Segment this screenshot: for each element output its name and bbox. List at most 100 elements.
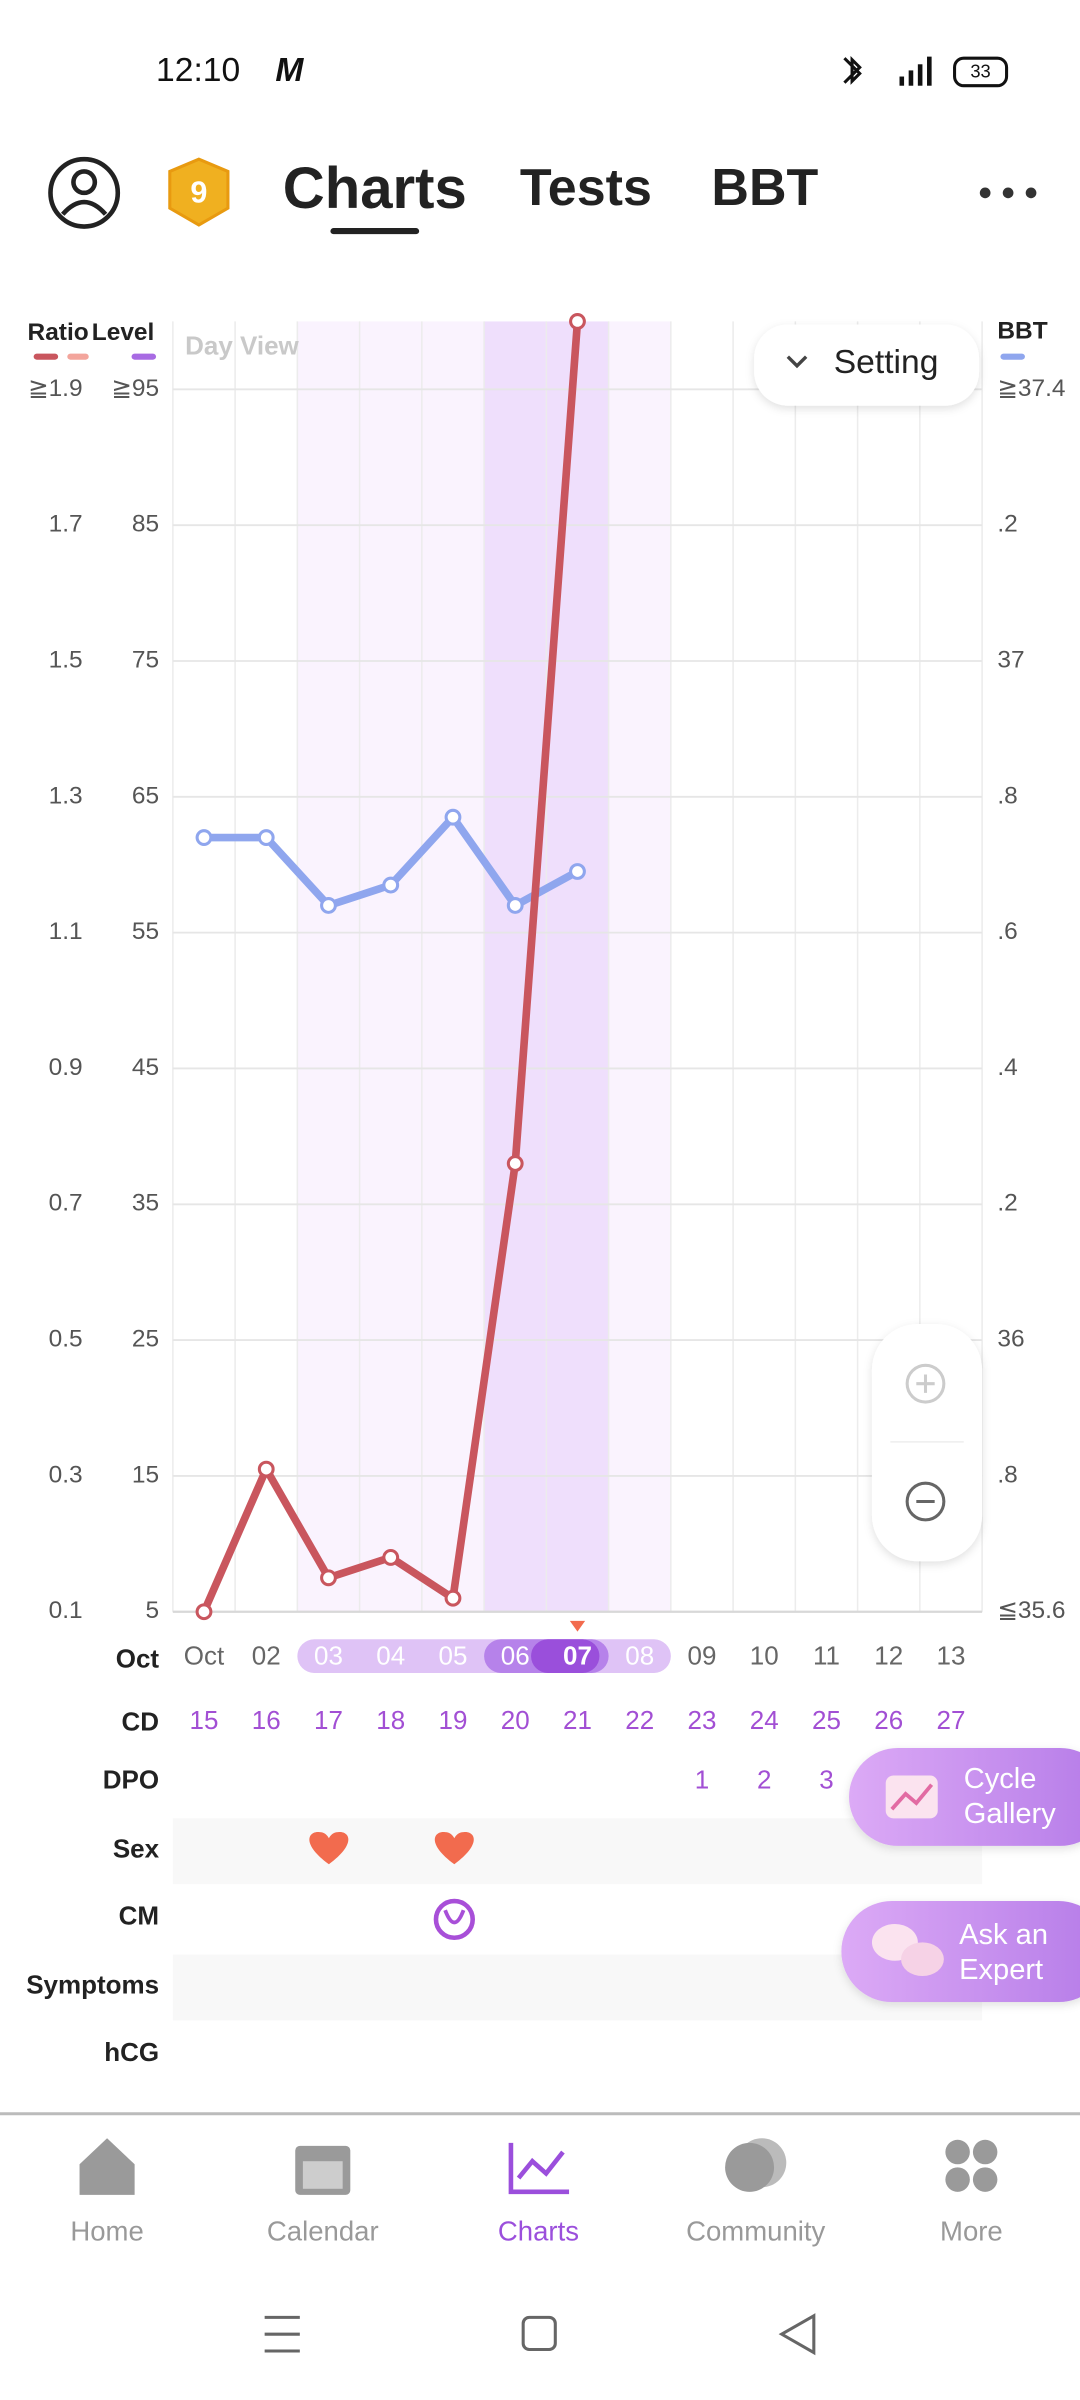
x-tick-label: Oct: [184, 1641, 225, 1671]
dpo-day: 1: [695, 1765, 709, 1795]
cycle-day: 22: [625, 1705, 654, 1735]
nav-community[interactable]: Community: [686, 2138, 826, 2246]
y-tick-label: 36: [997, 1326, 1024, 1353]
view-label: Day View: [185, 330, 299, 360]
x-tick-label: 13: [937, 1641, 966, 1671]
y-tick-label: 0.7: [49, 1190, 83, 1217]
row-label: CM: [119, 1901, 159, 1931]
date-pill: [531, 1639, 600, 1673]
y-tick-label: .2: [997, 1190, 1017, 1217]
setting-label: Setting: [834, 344, 939, 381]
nav-label: More: [940, 2215, 1003, 2246]
sex-icon: [434, 1832, 474, 1865]
row-label: Oct: [116, 1644, 160, 1674]
cycle-day: 27: [937, 1705, 966, 1735]
ask-expert-button[interactable]: Ask an Expert: [841, 1901, 1080, 2003]
plot-area: [172, 313, 983, 1621]
sex-icon: [309, 1832, 349, 1865]
nav-calendar[interactable]: Calendar: [267, 2145, 379, 2247]
data-point: [444, 1589, 462, 1607]
tab-bbt[interactable]: BBT: [711, 159, 818, 217]
x-tick-label: 10: [750, 1641, 779, 1671]
y-tick-label: 25: [132, 1326, 159, 1353]
data-point: [195, 829, 213, 846]
x-tick-label: 05: [439, 1641, 468, 1671]
ratio-axis-title: Ratio: [28, 319, 89, 346]
y-tick-label: .2: [997, 511, 1017, 538]
day-rows: Oct 02 03 04 05 06 07 08 09 10 11 12 13OctCDDPOSexCM…: [26, 1620, 966, 2067]
nav-charts[interactable]: Charts: [498, 2142, 579, 2247]
row-label: Sex: [113, 1833, 160, 1863]
tab-charts[interactable]: Charts: [283, 156, 467, 221]
x-tick-label: 08: [625, 1641, 654, 1671]
status-icon: M: [275, 52, 304, 89]
today-marker: [569, 1620, 586, 1632]
cm-icon: [433, 1898, 475, 1941]
y-tick-label: .8: [997, 1461, 1017, 1488]
nav-more[interactable]: More: [940, 2139, 1003, 2247]
nav-home[interactable]: Home: [70, 2138, 144, 2246]
cycle-gallery-button[interactable]: Cycle Gallery: [849, 1747, 1080, 1846]
cycle-day: 16: [252, 1705, 281, 1735]
cycle-day: 25: [812, 1705, 841, 1735]
cycle-day: 15: [190, 1705, 219, 1735]
data-point: [320, 1569, 337, 1587]
x-tick-label: 12: [874, 1641, 903, 1671]
cycle-day: 23: [688, 1705, 717, 1735]
data-point: [195, 1603, 213, 1621]
battery-icon: [953, 56, 1009, 88]
dpo-day: 2: [757, 1765, 771, 1795]
y-tick-label: 0.1: [49, 1597, 83, 1624]
y-tick-label: 37: [997, 646, 1024, 673]
y-tick-label: 65: [132, 782, 159, 809]
nav-label: Community: [686, 2215, 825, 2246]
x-tick-label: 11: [813, 1641, 840, 1671]
signal-icon: [899, 56, 932, 86]
level-badge-number: 9: [190, 175, 207, 209]
y-tick-label: .4: [997, 1054, 1017, 1081]
y-tick-label: 0.9: [49, 1054, 83, 1081]
dpo-day: 3: [819, 1765, 833, 1795]
y-tick-label: ≧95: [111, 375, 159, 402]
setting-button[interactable]: Setting: [754, 324, 980, 406]
y-tick-label: 45: [132, 1054, 159, 1081]
cycle-day: 17: [314, 1705, 343, 1735]
bbt-axis-title: BBT: [997, 318, 1047, 345]
x-tick-label: 02: [252, 1641, 281, 1671]
x-tick-label: 04: [376, 1641, 405, 1671]
day-band: [297, 321, 485, 1612]
level-badge[interactable]: [168, 157, 230, 227]
y-tick-label: 0.3: [49, 1461, 83, 1488]
x-tick-label: 03: [314, 1641, 343, 1671]
level-axis-title: Level: [92, 319, 155, 346]
y-tick-label: 1.3: [49, 782, 83, 809]
button-label: Expert: [959, 1954, 1043, 1986]
nav-label: Home: [70, 2215, 143, 2246]
y-tick-label: 75: [132, 646, 159, 673]
data-point: [506, 897, 524, 914]
y-tick-label: 85: [132, 511, 159, 538]
data-point: [506, 1155, 524, 1172]
cycle-day: 20: [501, 1705, 530, 1735]
more-menu[interactable]: [979, 187, 1037, 199]
day-band: [608, 321, 671, 1612]
row-label: DPO: [103, 1765, 159, 1795]
legend-swatch: [1000, 353, 1025, 360]
profile-button[interactable]: [48, 156, 121, 229]
button-label: Ask an: [959, 1919, 1048, 1951]
cycle-day: 18: [376, 1705, 405, 1735]
zoom-controls[interactable]: [871, 1323, 983, 1562]
tab-tests[interactable]: Tests: [520, 159, 652, 217]
y-tick-label: .6: [997, 918, 1017, 945]
row-background: [172, 1818, 983, 1885]
nav-label: Calendar: [267, 2215, 379, 2246]
y-tick-label: 1.7: [49, 511, 83, 538]
cycle-day: 26: [874, 1705, 903, 1735]
row-label: hCG: [104, 2037, 159, 2067]
y-tick-label: 1.5: [49, 646, 83, 673]
data-point: [569, 863, 586, 880]
data-point: [444, 808, 462, 826]
data-point: [382, 876, 400, 894]
row-label: Symptoms: [26, 1970, 159, 2000]
